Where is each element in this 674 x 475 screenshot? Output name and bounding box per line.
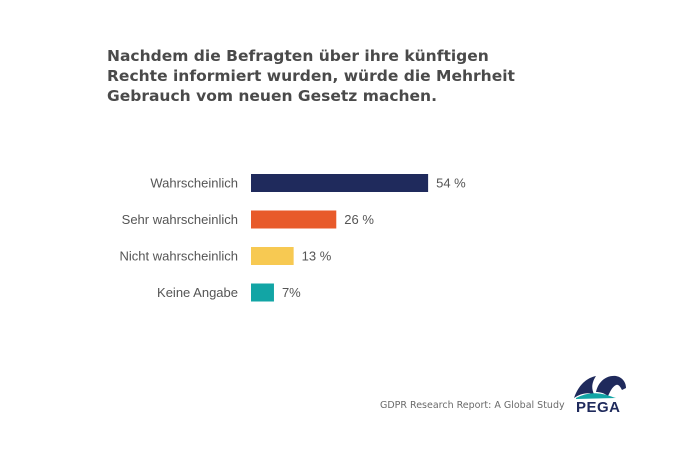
bar-nicht-wahrscheinlich: [251, 247, 294, 265]
bar-wahrscheinlich: [251, 174, 429, 192]
category-label: Wahrscheinlich: [150, 176, 238, 191]
chart-title: Nachdem die Befragten über ihre künftige…: [107, 47, 515, 105]
data-label: 26 %: [344, 212, 374, 227]
data-label: 13 %: [302, 249, 332, 264]
category-label: Keine Angabe: [157, 285, 238, 300]
category-label: Sehr wahrscheinlich: [122, 212, 238, 227]
data-label: 54 %: [436, 176, 466, 191]
data-label: 7%: [282, 285, 301, 300]
category-label: Nicht wahrscheinlich: [120, 249, 239, 264]
footer-source: GDPR Research Report: A Global Study: [380, 400, 565, 411]
bar-sehr-wahrscheinlich: [251, 210, 337, 229]
pega-logo-icon: [574, 375, 626, 399]
logo-text: PEGA: [576, 399, 621, 416]
bar-keine-angabe: [251, 283, 274, 302]
